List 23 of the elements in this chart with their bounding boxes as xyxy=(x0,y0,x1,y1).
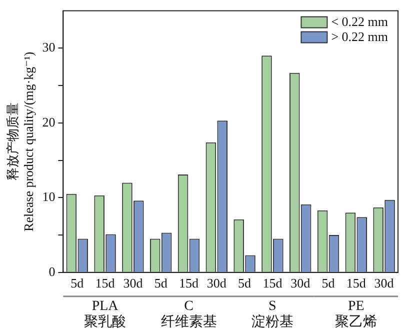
x-tick-label: 5d xyxy=(322,276,336,291)
legend-label: > 0.22 mm xyxy=(331,29,388,44)
y-axis-title: 释放产物质量 Release product quality/(mg·kg⁻¹) xyxy=(5,52,36,232)
x-tick-label: 15d xyxy=(95,276,116,291)
x-tick-label: 5d xyxy=(154,276,168,291)
y-tick-label: 20 xyxy=(42,114,56,130)
text: C 纤维素基 xyxy=(160,299,217,330)
x-tick-label: 30d xyxy=(290,276,311,291)
y-tick-label: 10 xyxy=(42,189,56,204)
x-tick-label: 5d xyxy=(238,276,252,291)
legend-label: < 0.22 mm xyxy=(331,14,388,30)
x-tick-label: 15d xyxy=(346,276,366,291)
text: PLA 聚乳酸 xyxy=(84,299,126,330)
x-tick-label: 30d xyxy=(374,276,394,291)
x-tick-label: 5d xyxy=(70,276,84,291)
x-tick-label: 15d xyxy=(262,276,283,291)
x-tick-label: 30d xyxy=(206,276,227,291)
x-tick-label: 15d xyxy=(179,276,199,291)
text: PE 聚乙烯 xyxy=(335,299,378,330)
text: S 淀粉基 xyxy=(251,299,294,330)
y-tick-label: 0 xyxy=(48,264,56,279)
x-tick-label: 30d xyxy=(123,276,144,291)
y-tick-label: 30 xyxy=(42,40,56,55)
